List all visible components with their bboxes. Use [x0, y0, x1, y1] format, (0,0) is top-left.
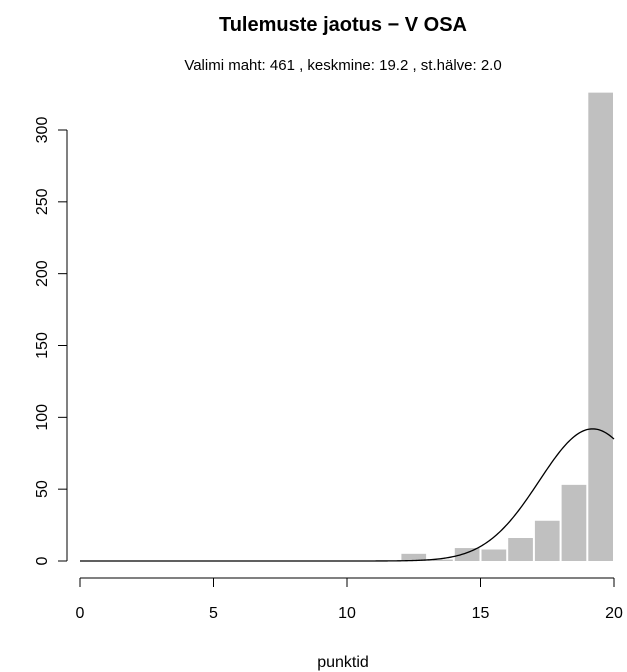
x-axis: 0 5 10 15 20: [76, 577, 623, 622]
y-tick-label: 200: [34, 260, 51, 287]
normal-density-curve: [80, 428, 615, 562]
y-tick-label: 50: [34, 480, 51, 498]
x-tick-label: 15: [472, 605, 490, 622]
x-tick-label: 5: [209, 605, 218, 622]
histogram-bar: [401, 553, 427, 561]
x-tick-label: 10: [338, 605, 356, 622]
x-ticks-group: 0 5 10 15 20: [76, 578, 623, 622]
x-tick-label: 0: [76, 605, 85, 622]
bars-group: [401, 92, 613, 561]
y-ticks-group: 0 50 100 150 200 250 300: [34, 117, 67, 565]
histogram-bar: [454, 548, 480, 561]
histogram-bar: [508, 538, 533, 561]
histogram-bar: [588, 92, 613, 561]
chart-subtitle: Valimi maht: 461 , keskmine: 19.2 , st.h…: [184, 57, 501, 74]
y-tick-label: 150: [34, 332, 51, 359]
histogram-bar: [481, 549, 507, 561]
histogram-bar: [428, 559, 453, 561]
histogram-bar: [534, 520, 560, 561]
y-tick-label: 0: [34, 556, 51, 565]
y-tick-label: 300: [34, 117, 51, 144]
x-axis-label: punktid: [317, 654, 369, 671]
chart-title: Tulemuste jaotus − V OSA: [219, 14, 467, 36]
y-tick-label: 100: [34, 404, 51, 431]
histogram-bar: [561, 484, 587, 561]
y-axis: 0 50 100 150 200 250 300: [34, 117, 68, 565]
y-tick-label: 250: [34, 188, 51, 215]
x-tick-label: 20: [605, 605, 623, 622]
